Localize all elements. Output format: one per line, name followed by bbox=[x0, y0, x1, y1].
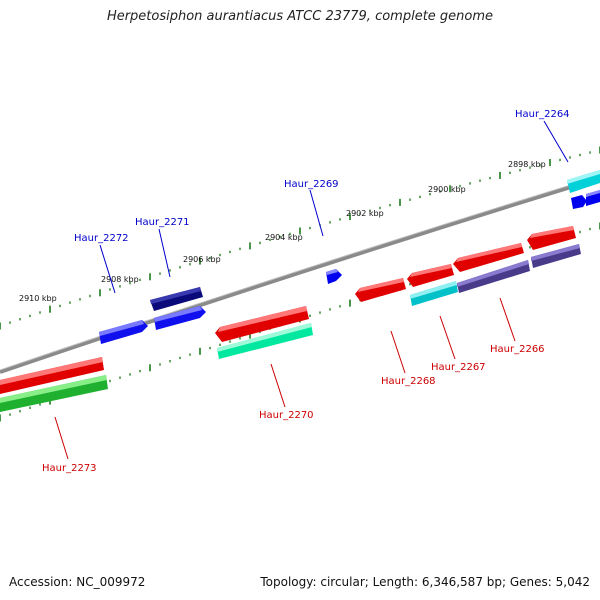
gene-2270-arrow bbox=[215, 306, 309, 342]
scale-label-2906: 2906 kbp bbox=[183, 255, 221, 264]
gene-2266a-arrow bbox=[527, 226, 576, 250]
leader-2268 bbox=[390, 330, 406, 374]
leader-2270 bbox=[270, 363, 286, 408]
leader-2272 bbox=[99, 244, 116, 294]
map-title: Herpetosiphon aurantiacus ATCC 23779, co… bbox=[106, 9, 494, 24]
gene-2270-green bbox=[217, 323, 313, 359]
gene-label-2268: Haur_2268 bbox=[381, 376, 436, 387]
forward-scale-ticks bbox=[0, 146, 600, 330]
scale-label-2908: 2908 kbp bbox=[101, 275, 139, 284]
scale-label-2898: 2898 kbp bbox=[508, 160, 546, 169]
gene-2268-arrow bbox=[355, 278, 406, 302]
scale-label-2904: 2904 kbp bbox=[265, 233, 303, 242]
gene-2273-arrow bbox=[0, 357, 104, 394]
genome-backbone bbox=[0, 176, 600, 374]
gene-2266b-arrow bbox=[453, 243, 524, 272]
leader-2266 bbox=[499, 297, 516, 342]
gene-2271-arrow bbox=[150, 287, 203, 311]
leader-2273 bbox=[54, 416, 69, 460]
leader-2271 bbox=[158, 228, 171, 278]
scale-label-2910: 2910 kbp bbox=[19, 294, 57, 303]
gene-label-2266: Haur_2266 bbox=[490, 344, 545, 355]
gene-2267-arrow bbox=[407, 264, 454, 287]
scale-label-2902: 2902 kbp bbox=[346, 209, 384, 218]
gene-2267-cyan bbox=[410, 281, 458, 306]
gene-small-arrow-1 bbox=[571, 195, 587, 209]
accession-label: Accession: NC_009972 bbox=[9, 575, 146, 589]
gene-label-2270: Haur_2270 bbox=[259, 410, 314, 421]
gene-2266-purple-2 bbox=[531, 244, 581, 268]
scale-label-2900: 2900 kbp bbox=[428, 185, 466, 194]
gene-2272-arrow bbox=[99, 320, 148, 344]
gene-label-2264: Haur_2264 bbox=[515, 109, 570, 120]
gene-2271b-arrow bbox=[154, 306, 206, 330]
leader-2267 bbox=[439, 315, 456, 360]
gene-label-2269: Haur_2269 bbox=[284, 179, 339, 190]
gene-2265-arrow bbox=[586, 190, 600, 206]
topology-label: Topology: circular; Length: 6,346,587 bp… bbox=[260, 575, 590, 589]
gene-2273-green bbox=[0, 375, 108, 412]
gene-label-2267: Haur_2267 bbox=[431, 362, 486, 373]
gene-label-2271: Haur_2271 bbox=[135, 217, 190, 228]
leader-2269 bbox=[309, 189, 324, 237]
gene-2266-purple bbox=[457, 260, 530, 293]
gene-label-2272: Haur_2272 bbox=[74, 233, 129, 244]
gene-2264-arrow bbox=[567, 170, 600, 193]
gene-2269-arrow bbox=[326, 269, 342, 284]
leader-2264 bbox=[543, 120, 569, 163]
gene-label-2273: Haur_2273 bbox=[42, 463, 97, 474]
